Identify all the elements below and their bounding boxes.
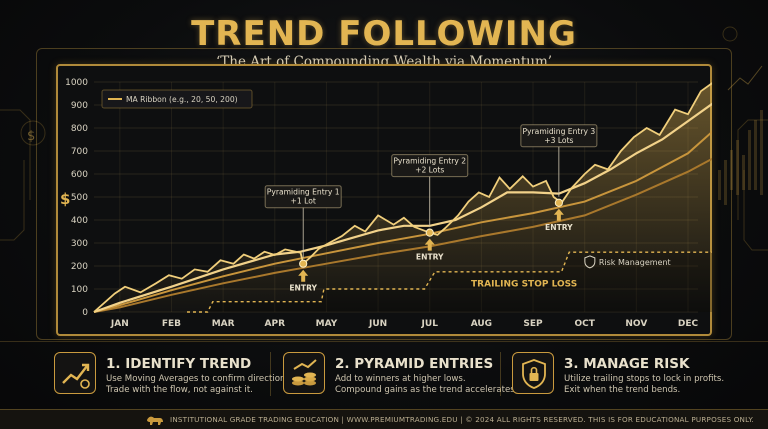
x-tick-label: AUG <box>471 319 492 329</box>
trend-chart: 0 100 200 300 400 500 600 700 800 900 1000 JAN FEB MA… <box>60 78 712 329</box>
ma-mid-line <box>93 130 712 313</box>
entry-arrow-icon <box>553 208 564 221</box>
x-tick-label: OCT <box>574 319 595 329</box>
risk-management-label: Risk Management <box>599 258 671 267</box>
x-tick-label: FEB <box>162 319 181 329</box>
card-text-line: Add to winners at higher lows. <box>335 374 466 384</box>
x-tick-label: NOV <box>625 319 647 329</box>
x-tick-label: SEP <box>523 319 543 329</box>
card-title: 1. IDENTIFY TREND <box>106 356 252 372</box>
x-tick-label: DEC <box>678 319 699 329</box>
card-pyramid-entries: 2. PYRAMID ENTRIES Add to winners at hig… <box>283 352 517 400</box>
shield-lock-icon <box>512 352 554 394</box>
separator <box>270 352 271 396</box>
card-text: Add to winners at higher lows. Compound … <box>335 374 517 396</box>
y-tick-label: 200 <box>71 262 88 272</box>
ma-slow-line <box>93 157 712 313</box>
bull-logo-icon <box>147 416 163 425</box>
trailing-stop-label: TRAILING STOP LOSS <box>471 280 577 290</box>
y-tick-label: 500 <box>71 193 88 203</box>
entry-point <box>554 198 563 207</box>
coin-stack-icon <box>283 352 325 394</box>
x-tick-label: MAY <box>316 319 338 329</box>
separator <box>500 352 501 396</box>
card-text-line: Compound gains as the trend accelerates. <box>335 385 518 395</box>
x-tick-label: APR <box>265 319 286 329</box>
page-title: TREND FOLLOWING <box>191 14 577 54</box>
legend-label: MA Ribbon (e.g., 20, 50, 200) <box>126 95 238 104</box>
ma-fast-line <box>93 102 712 314</box>
card-manage-risk: 3. MANAGE RISK Utilize trailing stops to… <box>512 352 728 400</box>
y-tick-label: 100 <box>71 285 88 295</box>
card-text-line: Trade with the flow, not against it. <box>106 385 253 395</box>
footer-text: INSTITUTIONAL GRADE TRADING EDUCATION | … <box>170 415 754 424</box>
annotation-lots: +2 Lots <box>415 166 444 175</box>
footer: INSTITUTIONAL GRADE TRADING EDUCATION | … <box>0 409 768 429</box>
x-tick-label: JAN <box>110 319 129 329</box>
card-text: Use Moving Averages to confirm direction… <box>106 374 288 396</box>
annotation-label: Pyramiding Entry 3 <box>522 127 595 136</box>
dollar-icon: $ <box>27 129 35 144</box>
y-tick-label: 0 <box>82 308 88 318</box>
price-area <box>94 83 712 312</box>
x-tick-label: MAR <box>212 319 235 329</box>
card-text-line: Exit when the trend bends. <box>564 385 681 395</box>
card-text: Utilize trailing stops to lock in profit… <box>564 374 724 396</box>
shield-icon <box>584 255 596 269</box>
y-tick-label: 600 <box>71 170 88 180</box>
annotation-label: Pyramiding Entry 2 <box>393 157 466 166</box>
x-tick-label: JUL <box>421 319 439 329</box>
y-axis-label: $ <box>60 190 70 208</box>
annotation-label: Pyramiding Entry 1 <box>267 188 340 197</box>
stop-area <box>187 252 712 312</box>
entry-label: ENTRY <box>545 223 573 232</box>
trailing-stop-line <box>187 251 712 313</box>
entry-label: ENTRY <box>416 253 444 262</box>
entry-arrow-icon <box>424 238 435 251</box>
divider <box>0 341 768 342</box>
y-tick-label: 400 <box>71 216 88 226</box>
card-text-line: Use Moving Averages to confirm direction… <box>106 374 289 384</box>
entry-point <box>425 228 434 237</box>
entry-label: ENTRY <box>289 284 317 293</box>
y-tick-label: 800 <box>71 124 88 134</box>
annotation-box <box>391 154 469 178</box>
y-tick-label: 300 <box>71 239 88 249</box>
card-text-line: Utilize trailing stops to lock in profit… <box>564 374 725 384</box>
y-tick-label: 1000 <box>65 78 88 88</box>
card-identify-trend: 1. IDENTIFY TREND Use Moving Averages to… <box>54 352 288 400</box>
entry-arrow-icon <box>298 269 309 282</box>
card-title: 2. PYRAMID ENTRIES <box>335 356 494 372</box>
entry-point <box>299 259 308 268</box>
y-tick-label: 900 <box>71 101 88 111</box>
annotation-lots: +3 Lots <box>544 136 573 145</box>
x-tick-label: JUN <box>368 319 387 329</box>
legend-box <box>101 89 253 109</box>
card-title: 3. MANAGE RISK <box>564 356 690 372</box>
annotation-lots: +1 Lot <box>291 197 316 206</box>
price-line <box>93 82 712 313</box>
outer-frame <box>36 48 732 340</box>
trend-chart-icon <box>54 352 96 394</box>
y-tick-label: 700 <box>71 147 88 157</box>
